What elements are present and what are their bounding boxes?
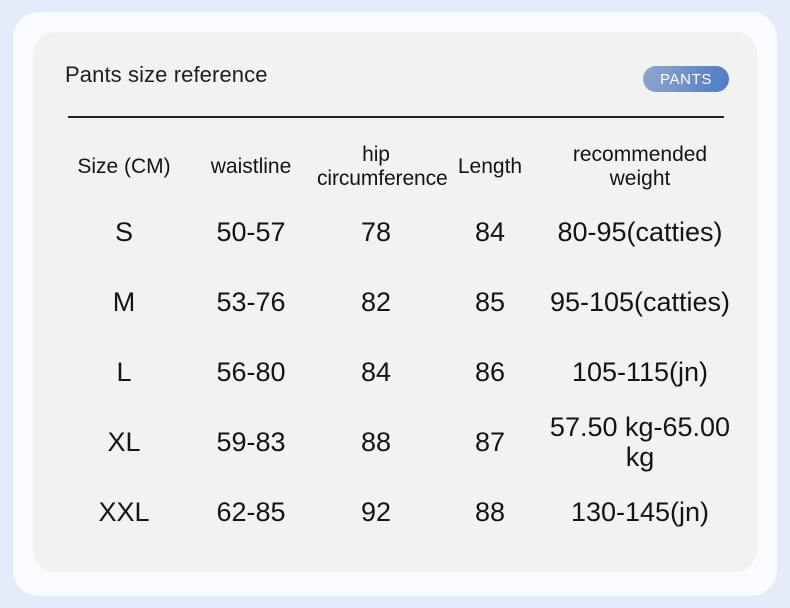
cell-hip: 78 <box>360 217 392 248</box>
column-header-hip-line1: hip <box>362 143 390 167</box>
size-chart-card: Pants size reference PANTS Size (CM) wai… <box>33 32 757 572</box>
column-header-hip-line2: circumference <box>317 167 448 190</box>
column-header-weight-line2: weight <box>609 167 671 190</box>
page-title: Pants size reference <box>65 62 268 87</box>
cell-size: M <box>112 287 136 318</box>
cell-weight: 57.50 kg-65.00 kg <box>549 412 731 472</box>
table-row: L 56-80 84 86 105-115(jn) <box>63 338 735 408</box>
column-header-weight-line1: recommended <box>572 143 708 167</box>
column-header-length: Length <box>457 155 523 179</box>
cell-hip: 92 <box>360 497 392 528</box>
cell-size: XXL <box>98 497 150 528</box>
table-row: S 50-57 78 84 80-95(catties) <box>63 198 735 268</box>
cell-waistline: 59-83 <box>216 427 286 458</box>
cell-length: 88 <box>474 497 506 528</box>
cell-waistline: 56-80 <box>216 357 286 388</box>
cell-size: XL <box>107 427 141 458</box>
cell-length: 85 <box>474 287 506 318</box>
cell-size: L <box>116 357 132 388</box>
column-header-size: Size (CM) <box>77 155 171 179</box>
table-row: XL 59-83 88 87 57.50 kg-65.00 kg <box>63 408 735 478</box>
cell-waistline: 62-85 <box>216 497 286 528</box>
cell-hip: 84 <box>360 357 392 388</box>
status-badge: PANTS <box>643 66 729 92</box>
cell-weight: 105-115(jn) <box>571 357 709 388</box>
table-header-row: Size (CM) waistline hip circumference Le… <box>63 136 735 198</box>
column-header-hip-circumference: hip circumference <box>317 136 448 198</box>
cell-hip: 88 <box>360 427 392 458</box>
cell-weight: 130-145(jn) <box>570 497 710 528</box>
cell-weight: 95-105(catties) <box>549 287 731 318</box>
column-header-recommended-weight: recommended weight <box>545 136 735 198</box>
table-row: M 53-76 82 85 95-105(catties) <box>63 268 735 338</box>
cell-hip: 82 <box>360 287 392 318</box>
card-header: Pants size reference PANTS <box>33 32 757 110</box>
table-row: XXL 62-85 92 88 130-145(jn) <box>63 478 735 548</box>
cell-waistline: 50-57 <box>216 217 286 248</box>
cell-weight: 80-95(catties) <box>557 217 723 248</box>
cell-length: 86 <box>474 357 506 388</box>
cell-waistline: 53-76 <box>216 287 286 318</box>
column-header-waistline: waistline <box>210 155 292 179</box>
header-divider <box>68 116 724 118</box>
cell-length: 84 <box>474 217 506 248</box>
cell-length: 87 <box>474 427 506 458</box>
size-reference-table: Size (CM) waistline hip circumference Le… <box>63 136 735 548</box>
cell-size: S <box>114 217 133 248</box>
